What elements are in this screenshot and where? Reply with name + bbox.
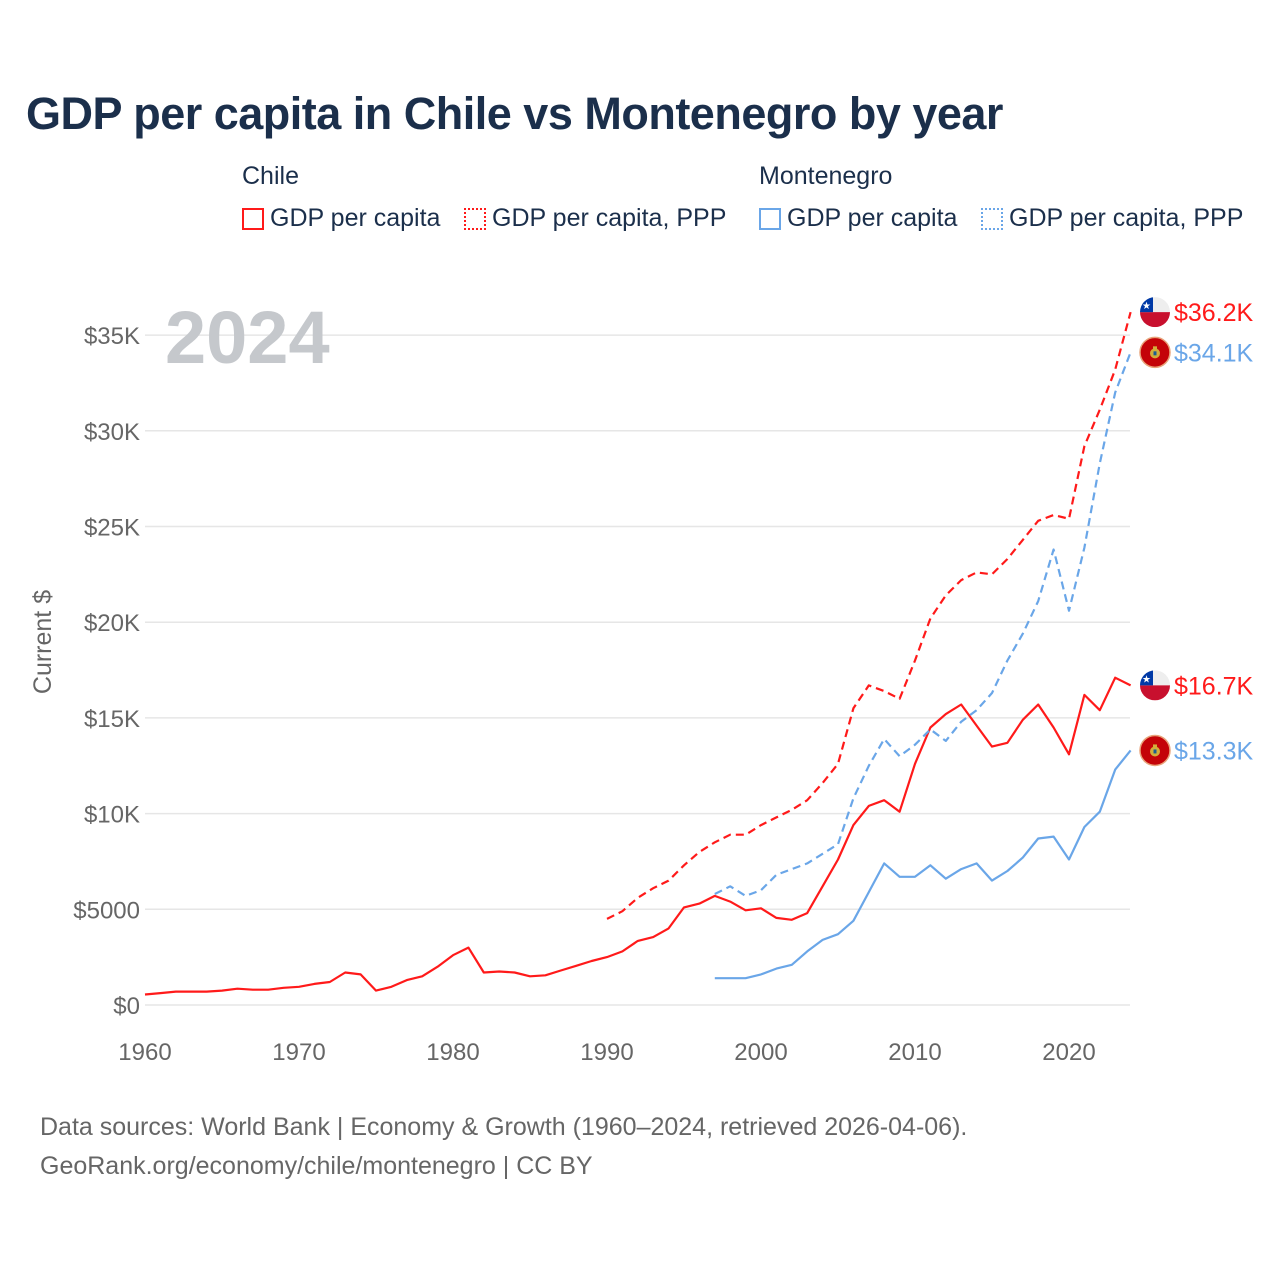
y-tick-label: $35K [84,323,140,350]
legend-swatch-dotted-blue [981,207,1003,230]
series-line-0 [144,676,1132,996]
y-tick-label: $25K [84,515,140,542]
x-tick-label: 1970 [272,1039,325,1066]
legend-montenegro-ppp[interactable]: GDP per capita, PPP [981,204,1243,233]
svg-text:★: ★ [1142,301,1151,312]
chile-flag-icon: ★ [1140,297,1170,328]
chart-title: GDP per capita in Chile vs Montenegro by… [26,88,1003,139]
legend-chile-gdp[interactable]: GDP per capita [242,204,440,233]
legend-label: GDP per capita, PPP [1009,204,1244,232]
legend-montenegro-gdp[interactable]: GDP per capita [759,204,957,233]
x-tick-label: 1990 [580,1039,633,1066]
legend-swatch-dotted-red [464,207,486,230]
series-line-2 [714,749,1132,980]
end-value-label: $36.2K [1174,299,1254,327]
legend-label: GDP per capita, PPP [492,204,727,232]
y-tick-label: $15K [84,706,140,733]
end-value-label: $13.3K [1174,737,1254,765]
y-tick-label: $0 [113,993,140,1020]
y-tick-label: $20K [84,610,140,637]
series-line-1 [606,311,1132,920]
y-tick-label: $30K [84,419,140,446]
x-tick-label: 2020 [1042,1039,1095,1066]
montenegro-flag-icon [1139,734,1171,767]
y-axis-label: Current $ [29,590,57,694]
year-watermark: 2024 [165,296,330,379]
x-tick-label: 2010 [888,1039,941,1066]
legend-label: GDP per capita [270,204,441,232]
montenegro-flag-icon [1139,336,1171,369]
end-value-label: $16.7K [1174,672,1254,700]
series-line-3 [714,351,1132,898]
svg-text:★: ★ [1142,674,1151,685]
legend-group-montenegro: Montenegro [759,162,893,190]
y-tick-label: $5000 [73,897,140,924]
source-link[interactable]: GeoRank.org/economy/chile/montenegro | C… [40,1152,593,1180]
line-chart: $0 $5000 $10K $15K $20K $25K $30K $35K 1960 1970 1… [29,296,1254,1066]
x-tick-label: 2000 [734,1039,787,1066]
chile-flag-icon: ★ [1140,670,1170,701]
legend-chile-ppp[interactable]: GDP per capita, PPP [464,204,726,233]
legend-group-chile: Chile [242,162,299,190]
legend-label: GDP per capita [787,204,958,232]
end-value-label: $34.1K [1174,339,1254,367]
legend-swatch-solid-blue [759,207,781,230]
x-tick-label: 1960 [118,1039,171,1066]
x-tick-label: 1980 [426,1039,479,1066]
data-sources: Data sources: World Bank | Economy & Gro… [40,1113,968,1141]
footer: Data sources: World Bank | Economy & Gro… [40,1108,967,1186]
y-tick-label: $10K [84,802,140,829]
legend-swatch-solid-red [242,207,264,230]
